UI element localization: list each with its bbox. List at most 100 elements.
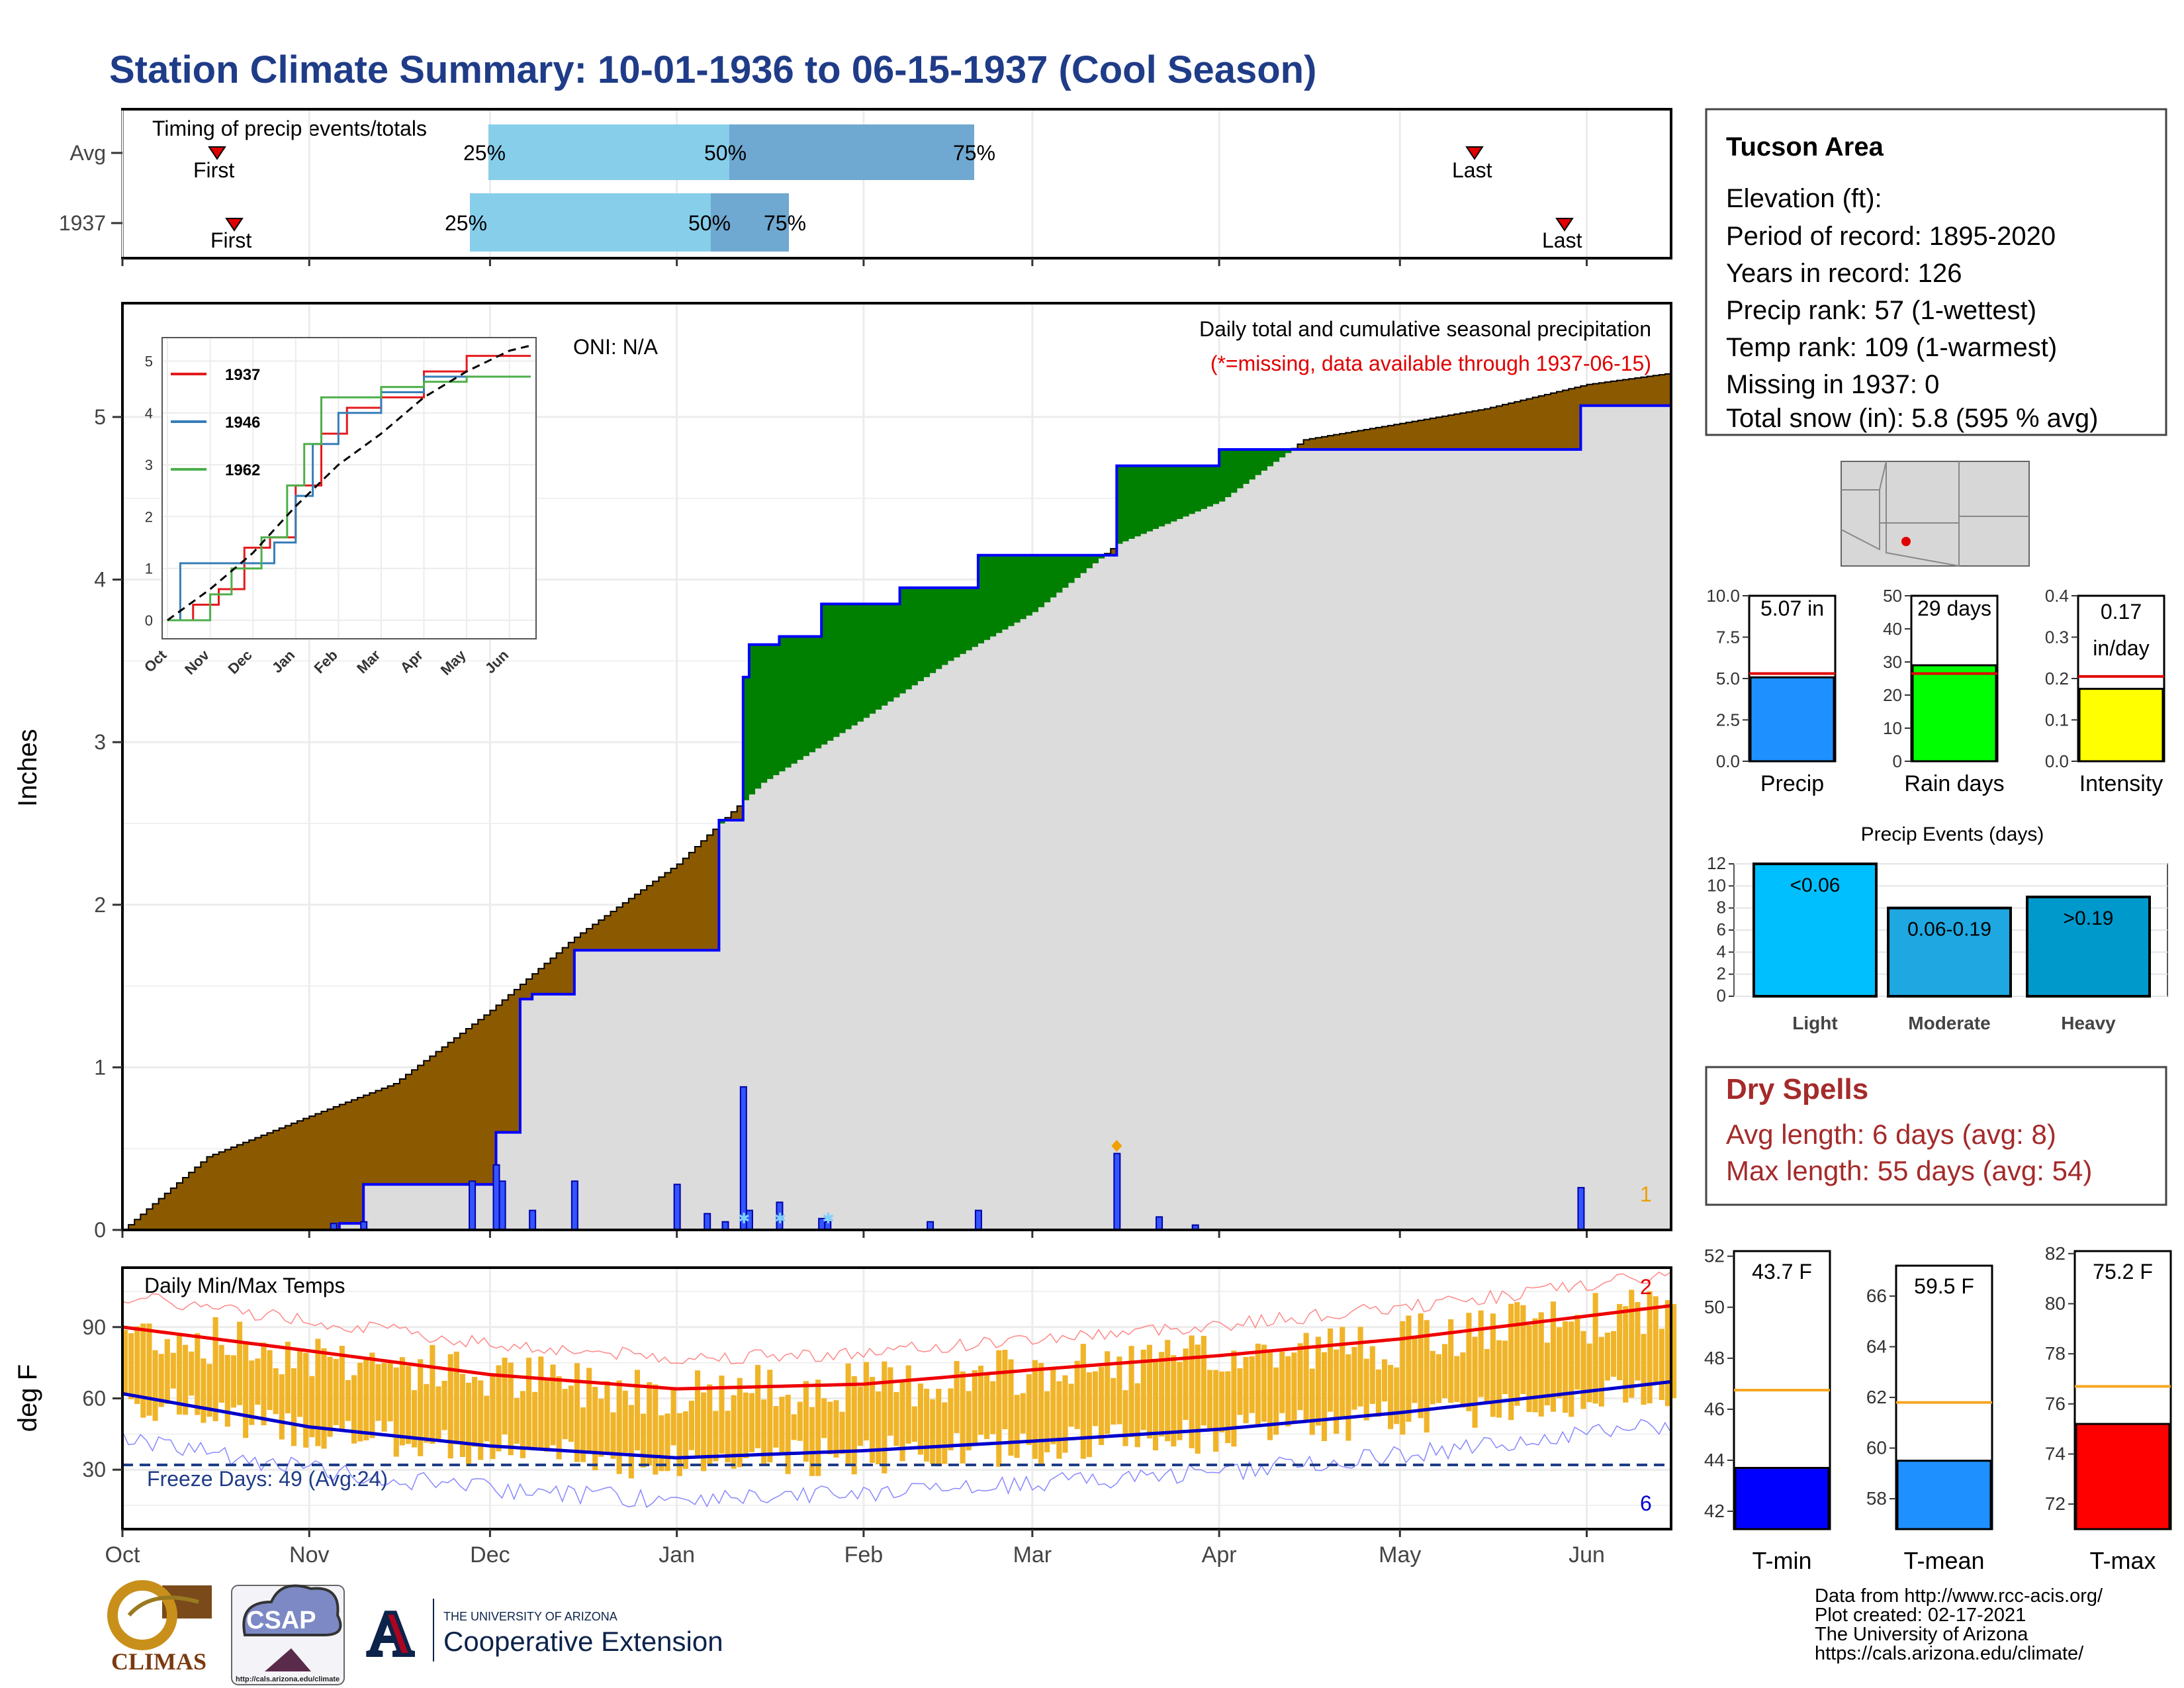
temp-summary-ytick-label: 82	[2045, 1243, 2066, 1264]
daily-temp-bar	[514, 1397, 520, 1444]
temp-summary-label: T-max	[2089, 1547, 2156, 1574]
main-ytick-label: 2	[94, 893, 106, 917]
daily-temp-bar	[556, 1376, 562, 1460]
events-title: Precip Events (days)	[1861, 823, 2044, 845]
daily-temp-bar	[713, 1411, 719, 1462]
station-line-2: Period of record: 1895-2020	[1726, 222, 2056, 251]
daily-precip-bar	[529, 1209, 537, 1231]
climas-logo: CLIMAS	[107, 1580, 212, 1675]
summary-ytick-label: 50	[1883, 586, 1902, 606]
ua-line-1: THE UNIVERSITY OF ARIZONA	[443, 1610, 617, 1623]
daily-temp-bar	[430, 1344, 435, 1444]
daily-temp-bar	[1099, 1366, 1105, 1445]
daily-temp-bar	[447, 1354, 453, 1459]
daily-temp-bar	[1647, 1291, 1653, 1403]
daily-temp-bar	[1213, 1370, 1219, 1452]
freeze-days: Freeze Days: 49 (Avg:24)	[147, 1467, 388, 1491]
inset-ytick-label: 1	[145, 561, 153, 577]
daily-temp-bar	[628, 1405, 634, 1479]
daily-temp-bar	[1604, 1333, 1610, 1381]
daily-temp-bar	[441, 1380, 447, 1430]
daily-temp-bar	[586, 1368, 592, 1453]
temperature-summary-bars: 42 44 46 48 50 52 43.7 F T-min 58 60 62 64 66 59.5 F T…	[1704, 1243, 2172, 1574]
daily-temp-bar	[755, 1364, 761, 1448]
temp-summary-ytick-label: 72	[2045, 1493, 2066, 1514]
daily-temp-bar	[249, 1360, 255, 1425]
temp-summary-ytick-label: 58	[1866, 1488, 1887, 1509]
footer-line-1: Data from http://www.rcc-acis.org/	[1815, 1585, 2103, 1607]
daily-temp-bar	[1496, 1340, 1502, 1418]
temp-summary-ytick-label: 62	[1866, 1387, 1887, 1407]
daily-temp-bar	[870, 1377, 876, 1463]
daily-temp-bar	[1442, 1344, 1448, 1399]
avg-q2-bar	[729, 124, 974, 180]
station-box: Tucson Area Elevation (ft): Period of re…	[1705, 108, 2167, 436]
daily-temp-bar	[773, 1406, 779, 1448]
daily-temp-bar	[333, 1358, 339, 1425]
daily-temp-bar	[1068, 1383, 1074, 1427]
daily-temp-bar	[562, 1389, 568, 1440]
daily-temp-bar	[1080, 1344, 1086, 1459]
daily-temp-bar	[1412, 1338, 1418, 1403]
daily-temp-bar	[1435, 1354, 1442, 1403]
daily-temp-bar	[905, 1365, 911, 1444]
csap-url: http://cals.arizona.edu/climate	[236, 1675, 340, 1683]
daily-temp-bar	[676, 1413, 682, 1476]
daily-temp-bar	[1586, 1343, 1592, 1403]
inset-series-1962	[167, 375, 531, 622]
summary-ytick-label: 10	[1883, 718, 1902, 738]
temp-title: Daily Min/Max Temps	[144, 1274, 345, 1297]
daily-temp-bar	[899, 1380, 905, 1462]
temp-summary-ytick-label: 48	[1704, 1348, 1725, 1368]
daily-temp-bar	[405, 1366, 412, 1444]
daily-temp-bar	[1291, 1352, 1297, 1422]
daily-temp-bar	[345, 1380, 351, 1421]
daily-temp-bar	[1189, 1335, 1195, 1448]
daily-temp-bar	[1424, 1320, 1430, 1433]
daily-temp-bar	[1008, 1359, 1014, 1456]
daily-temp-bar	[1641, 1334, 1647, 1405]
daily-temp-bar	[923, 1388, 930, 1462]
summary-ytick-label: 0.0	[2045, 751, 2069, 771]
daily-temp-bar	[1563, 1321, 1569, 1413]
daily-precip-bar	[469, 1180, 477, 1231]
daily-temp-bar	[140, 1323, 146, 1418]
daily-temp-bar	[1105, 1351, 1111, 1434]
temp-summary-bar-T-min	[1734, 1467, 1830, 1530]
snow-marker: ✱	[774, 1210, 786, 1227]
daily-temp-bar	[1315, 1336, 1321, 1426]
daily-temp-bar	[779, 1397, 785, 1454]
daily-temp-bar	[152, 1350, 158, 1421]
daily-temp-bar	[1635, 1301, 1641, 1381]
summary-ytick-label: 0.0	[1716, 751, 1740, 771]
daily-temp-bar	[1249, 1356, 1255, 1413]
daily-temp-bar	[424, 1383, 430, 1443]
daily-temp-bar	[520, 1391, 526, 1458]
daily-temp-bar	[1285, 1356, 1291, 1427]
temp-summary-ytick-label: 76	[2045, 1393, 2066, 1414]
daily-precip-bar	[704, 1213, 711, 1231]
daily-temp-bar	[291, 1368, 297, 1446]
daily-temp-bar	[1484, 1348, 1490, 1405]
daily-temp-bar	[1111, 1378, 1116, 1425]
event-category-label: Heavy	[2061, 1013, 2116, 1033]
daily-temp-bar	[327, 1356, 333, 1437]
daily-temp-bar	[496, 1365, 502, 1452]
daily-temp-bar	[688, 1401, 694, 1450]
summary-bar-Precip	[1749, 676, 1835, 763]
daily-temp-bar	[1195, 1344, 1201, 1454]
event-bar-Heavy	[2026, 896, 2151, 998]
daily-temp-bar	[1267, 1352, 1273, 1440]
daily-temp-bar	[128, 1333, 134, 1399]
summary-ytick-label: 20	[1883, 685, 1902, 705]
daily-temp-bar	[1502, 1340, 1508, 1395]
dry-spells-max: Max length: 55 days (avg: 54)	[1726, 1155, 2092, 1186]
daily-temp-bar	[707, 1384, 713, 1464]
month-label: Jan	[659, 1542, 695, 1568]
summary-value-unit: in/day	[2093, 636, 2149, 660]
daily-temp-bar	[218, 1344, 224, 1403]
summary-value-label: 29 days	[1917, 596, 1991, 620]
event-category-label: Light	[1792, 1013, 1837, 1033]
daily-temp-bar	[255, 1358, 261, 1405]
summary-bar-charts: 0.0 2.5 5.0 7.5 10.0 5.07 in Precip 0 10 20 30 40 50…	[1706, 586, 2165, 796]
